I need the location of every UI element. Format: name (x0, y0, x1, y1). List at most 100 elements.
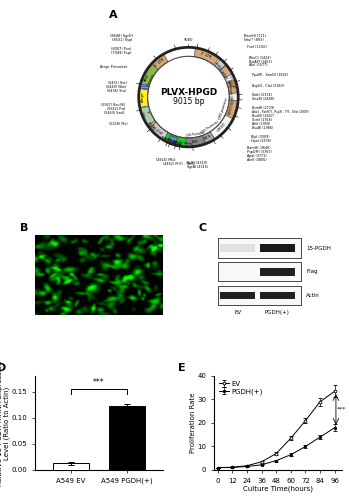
Text: CMV enhancer: CMV enhancer (228, 78, 236, 102)
Text: (5642) PstI: (5642) PstI (106, 106, 125, 110)
Text: SV40 poly(A) signal: SV40 poly(A) signal (215, 60, 235, 86)
Text: C: C (199, 224, 207, 234)
Text: A: A (109, 10, 118, 20)
Text: BlpI (3309): BlpI (3309) (251, 135, 269, 139)
Text: PpuMI - SanDI (1934): PpuMI - SanDI (1934) (252, 73, 288, 77)
Text: PGDH(+): PGDH(+) (264, 310, 289, 315)
Text: D: D (0, 363, 6, 373)
Text: 9015 bp: 9015 bp (173, 97, 204, 106)
Text: (5567) Bsu36I: (5567) Bsu36I (101, 102, 125, 106)
Wedge shape (215, 59, 226, 70)
Text: Flag: Flag (306, 270, 318, 274)
Bar (53, 463, 89, 470)
Bar (142, 88, 148, 89)
Wedge shape (184, 136, 206, 147)
Text: PspOMI (3767): PspOMI (3767) (247, 150, 272, 154)
Text: HIV-1 W: HIV-1 W (227, 75, 235, 88)
Text: XcmI (2916): XcmI (2916) (252, 118, 272, 122)
Text: MCS: MCS (203, 134, 213, 141)
Wedge shape (224, 100, 238, 120)
Text: 5' LTR: 5' LTR (154, 57, 165, 68)
Text: pUC ori: pUC ori (151, 122, 164, 134)
Bar (218, 262, 301, 281)
Text: (6436) StuI: (6436) StuI (107, 89, 126, 93)
Text: Ampr Promoter: Ampr Promoter (101, 65, 128, 69)
Text: NruI* (893): NruI* (893) (244, 38, 264, 42)
Text: E: E (178, 363, 186, 373)
Text: (5258) PfoI: (5258) PfoI (109, 122, 128, 126)
Text: Ampr: Ampr (141, 92, 145, 102)
Text: Furo: Furo (191, 139, 198, 144)
Text: (6451) BsrI: (6451) BsrI (107, 81, 126, 85)
Text: NdeI (2374): NdeI (2374) (252, 93, 272, 97)
Wedge shape (168, 136, 178, 143)
Text: (8531) SspI: (8531) SspI (112, 38, 133, 42)
Text: BsmBI (2729): BsmBI (2729) (252, 106, 275, 110)
Text: BstAPI (1453): BstAPI (1453) (249, 60, 272, 64)
Text: Abs1 - PaeR7I - PspXI - TfII - XhoI (2809): Abs1 - PaeR7I - PspXI - TfII - XhoI (280… (252, 110, 309, 114)
Text: CMV promoter: CMV promoter (218, 97, 229, 120)
Text: B: B (20, 224, 28, 234)
Bar (260, 292, 295, 300)
Text: BamHI (3646): BamHI (3646) (247, 146, 271, 150)
Text: ltet
o: ltet o (142, 108, 152, 116)
Legend: EV, PGDH(+): EV, PGDH(+) (217, 380, 264, 396)
Text: BclI* (4319): BclI* (4319) (187, 161, 207, 165)
Wedge shape (155, 128, 186, 147)
Text: (8648) SgrDI: (8648) SgrDI (110, 34, 133, 38)
Text: (5440) SacII: (5440) SacII (104, 110, 125, 114)
Text: HPGD: HPGD (216, 121, 227, 132)
Text: (7949) FspI: (7949) FspI (111, 52, 131, 56)
Text: 3' LTR: 3' LTR (200, 52, 212, 60)
Text: ApaI (3771): ApaI (3771) (247, 154, 267, 158)
Text: ***: *** (337, 407, 347, 412)
Wedge shape (210, 115, 233, 140)
Wedge shape (139, 88, 149, 108)
Wedge shape (220, 65, 232, 78)
Y-axis label: Proliferation Rate: Proliferation Rate (190, 392, 196, 453)
Text: AfeI (2958): AfeI (2958) (252, 122, 270, 126)
Text: BspDI - ClaI (2180): BspDI - ClaI (2180) (252, 84, 284, 88)
Bar (260, 268, 295, 276)
Text: AvrII (3805): AvrII (3805) (247, 158, 267, 162)
Text: BsuBI (2986): BsuBI (2986) (252, 126, 273, 130)
Text: Actin: Actin (306, 294, 320, 298)
Text: BveEII (2847): BveEII (2847) (252, 114, 274, 118)
Wedge shape (139, 64, 158, 92)
Text: (6449) NheI: (6449) NheI (106, 85, 126, 89)
Text: BamHI (711): BamHI (711) (244, 34, 266, 38)
Bar (260, 244, 295, 252)
Text: (4462) PflFI - TthIIII: (4462) PflFI - TthIIII (163, 162, 196, 166)
Text: f1 ori: f1 ori (167, 134, 177, 141)
Text: EV: EV (235, 310, 242, 315)
Text: ***: *** (93, 378, 105, 388)
Text: Factor Xa site: Factor Xa site (172, 137, 193, 144)
Text: AleI (1577): AleI (1577) (249, 64, 268, 68)
Text: Ampr
Promoter: Ampr Promoter (142, 70, 156, 87)
Text: PLVX-HPGD: PLVX-HPGD (160, 88, 217, 97)
Bar (109, 406, 145, 470)
Y-axis label: Relative 15-PGDH mRNA Expression
Level (Ratio to Actin): Relative 15-PGDH mRNA Expression Level (… (0, 360, 10, 486)
Text: FseI (1150): FseI (1150) (247, 46, 267, 50)
Bar (218, 286, 301, 306)
Text: (4924) MluI: (4924) MluI (156, 158, 176, 162)
Bar (218, 238, 301, 258)
Text: SgrAI (4315): SgrAI (4315) (187, 166, 208, 170)
Wedge shape (140, 106, 155, 126)
Text: CHX Promoter: CHX Promoter (200, 120, 220, 136)
Text: BbsCI (1424): BbsCI (1424) (249, 56, 271, 60)
Text: ZsGreen1: ZsGreen1 (161, 132, 183, 144)
Wedge shape (150, 54, 168, 71)
Bar (221, 292, 255, 300)
Text: 15-PGDH: 15-PGDH (306, 246, 331, 250)
Wedge shape (194, 48, 219, 65)
Wedge shape (142, 112, 162, 135)
Text: (8007) PvuI: (8007) PvuI (111, 48, 131, 52)
Wedge shape (202, 132, 215, 144)
Wedge shape (227, 80, 238, 94)
Text: WPRE: WPRE (147, 118, 157, 130)
Text: CHX Promoter: CHX Promoter (185, 130, 205, 138)
Bar (221, 244, 255, 252)
Text: SnaBI (2488): SnaBI (2488) (252, 97, 274, 101)
Text: HpaI (3378): HpaI (3378) (251, 139, 271, 143)
